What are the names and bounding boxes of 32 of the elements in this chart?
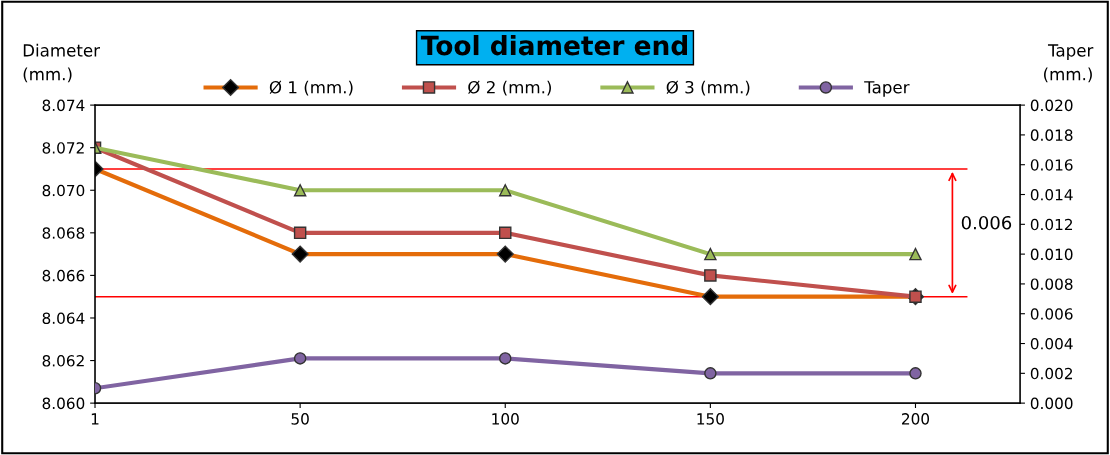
x-tick-label: 50 bbox=[291, 413, 309, 425]
legend-label: Ø 3 (mm.) bbox=[666, 80, 750, 96]
y-tick-label: 8.060 bbox=[42, 397, 85, 410]
x-tick-label: 100 bbox=[492, 413, 519, 425]
chart-title: Tool diameter end bbox=[420, 35, 687, 56]
y-tick-label: 8.066 bbox=[42, 269, 85, 282]
legend-label: Ø 1 (mm.) bbox=[269, 80, 353, 96]
y2-tick-label: 0.004 bbox=[1030, 337, 1073, 350]
y2-tick-label: 0.018 bbox=[1030, 129, 1073, 141]
y2-tick-label: 0.000 bbox=[1030, 397, 1073, 410]
legend-label: Taper bbox=[864, 81, 910, 97]
y-tick-label: 8.064 bbox=[42, 312, 85, 324]
y2-tick-label: 0.014 bbox=[1030, 188, 1073, 201]
y2-tick-label: 0.002 bbox=[1030, 367, 1073, 380]
y-tick-label: 8.074 bbox=[42, 99, 85, 112]
x-tick-label: 150 bbox=[697, 413, 724, 425]
y-tick-label: 8.072 bbox=[42, 142, 84, 154]
legend-label: Ø 2 (mm.) bbox=[468, 80, 551, 96]
annotation: 0.006 bbox=[961, 215, 1012, 230]
y2-tick-label: 0.008 bbox=[1030, 278, 1073, 290]
x-tick-label: 1 bbox=[91, 413, 99, 425]
y2-tick-label: 0.012 bbox=[1030, 218, 1073, 231]
y-tick-label: 8.068 bbox=[42, 227, 85, 239]
y-axis-title: Diameter (mm.) bbox=[23, 43, 101, 83]
y2-tick-label: 0.010 bbox=[1030, 248, 1073, 261]
y2-tick-label: 0.016 bbox=[1030, 159, 1073, 171]
y-tick-label: 8.062 bbox=[42, 355, 84, 367]
y2-tick-label: 0.020 bbox=[1030, 99, 1073, 112]
x-tick-label: 200 bbox=[902, 413, 930, 425]
y-tick-label: 8.070 bbox=[42, 184, 85, 197]
y2-axis-title: Taper (mm.) bbox=[1044, 44, 1094, 83]
y2-tick-label: 0.006 bbox=[1030, 308, 1073, 320]
